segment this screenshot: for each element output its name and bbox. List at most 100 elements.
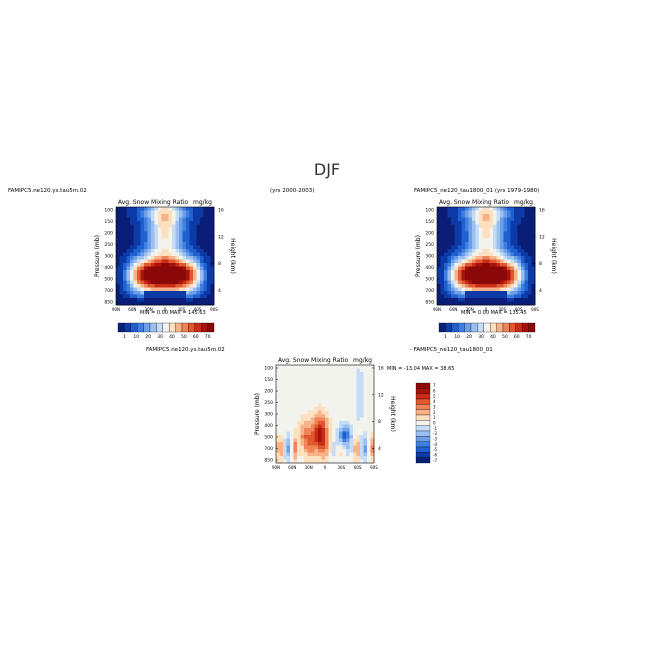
heatmap-cell (458, 287, 462, 292)
heatmap-cell (472, 273, 476, 278)
y-tick-label: 850 (264, 458, 273, 464)
heatmap-cell (158, 238, 162, 243)
heatmap-cell (332, 375, 336, 380)
heatmap-cell (196, 291, 201, 295)
heatmap-cell (307, 421, 312, 425)
heatmap-cell (370, 372, 375, 376)
heatmap-cell (514, 217, 518, 222)
heatmap-cell (486, 224, 490, 229)
heatmap-cell (475, 259, 480, 264)
heatmap-cell (161, 245, 166, 250)
heatmap-cell (482, 273, 487, 278)
heatmap-cell (293, 442, 298, 446)
heatmap-cell (196, 231, 201, 236)
heatmap-cell (151, 242, 155, 246)
heatmap-cell (458, 245, 462, 250)
heatmap-cell (175, 266, 180, 271)
heatmap-cell (332, 403, 336, 408)
heatmap-cell (140, 256, 145, 260)
heatmap-cell (493, 301, 497, 306)
heatmap-cell (349, 365, 354, 369)
colorbar-swatch (415, 452, 431, 458)
heatmap-cell (370, 459, 375, 464)
heatmap-cell (468, 284, 473, 288)
heatmap-cell (293, 456, 298, 460)
heatmap-cell (451, 214, 455, 218)
heatmap-cell (475, 210, 480, 215)
heatmap-cell (451, 242, 455, 246)
heatmap-cell (531, 280, 536, 285)
heatmap-cell (335, 389, 340, 394)
heatmap-cell (172, 284, 176, 288)
heatmap-cell (276, 438, 280, 443)
heatmap-cell (524, 242, 529, 246)
heatmap-cell (503, 284, 508, 288)
heatmap-cell (461, 228, 466, 232)
heatmap-cell (172, 235, 176, 239)
heatmap-cell (349, 431, 354, 436)
heatmap-cell (314, 449, 319, 453)
y-tick-label: 500 (425, 277, 434, 283)
heatmap-cell (325, 372, 329, 376)
heatmap-cell (468, 231, 473, 236)
heatmap-cell (461, 231, 466, 236)
y-tick-label: 150 (104, 219, 113, 225)
heatmap-cell (489, 238, 494, 243)
heatmap-cell (210, 207, 215, 211)
heatmap-cell (367, 389, 371, 394)
heatmap-cell (325, 379, 329, 383)
heatmap-cell (346, 445, 350, 450)
heatmap-cell (482, 266, 487, 271)
heatmap-cell (328, 421, 333, 425)
heatmap-cell (158, 249, 162, 253)
heatmap-cell (370, 379, 375, 383)
heatmap-cell (332, 428, 336, 432)
heatmap-cell (367, 435, 371, 439)
heatmap-cell (328, 449, 333, 453)
colorbar-swatch (415, 409, 431, 416)
heatmap-cell (290, 452, 294, 457)
heatmap-cell (144, 263, 148, 267)
heatmap-cell (283, 442, 287, 446)
heatmap-cell (186, 291, 190, 295)
heatmap-cell (454, 217, 459, 222)
heatmap-cell (447, 221, 452, 225)
heatmap-cell (172, 238, 176, 243)
heatmap-cell (444, 210, 448, 215)
heatmap-cell (286, 375, 291, 380)
heatmap-cell (300, 403, 305, 408)
heatmap-cell (179, 256, 183, 260)
heatmap-cell (500, 287, 504, 292)
heatmap-cell (318, 375, 322, 380)
heatmap-cell (196, 217, 201, 222)
heatmap-cell (130, 245, 134, 250)
heatmap-cell (465, 228, 469, 232)
heatmap-cell (126, 280, 131, 285)
heatmap-cell (496, 259, 501, 264)
heatmap-cell (521, 256, 525, 260)
heatmap-cell (133, 294, 138, 299)
heatmap-cell (489, 277, 494, 281)
heatmap-cell (200, 270, 204, 274)
heatmap-cell (339, 375, 343, 380)
heatmap-cell (528, 228, 532, 232)
heatmap-cell (154, 287, 159, 292)
heatmap-cell (454, 249, 459, 253)
colorbar-swatch (415, 420, 431, 426)
heatmap-cell (514, 238, 518, 243)
heatmap-cell (528, 273, 532, 278)
heatmap-cell (514, 266, 518, 271)
heatmap-cell (126, 249, 131, 253)
heatmap-cell (325, 421, 329, 425)
heatmap-cell (500, 238, 504, 243)
heatmap-cell (367, 368, 371, 373)
heatmap-cell (196, 242, 201, 246)
heatmap-cell (279, 410, 284, 415)
heatmap-cell (503, 214, 508, 218)
heatmap-cell (140, 270, 145, 274)
heatmap-cell (318, 393, 322, 397)
heatmap-cell (321, 417, 326, 422)
heatmap-cell (116, 245, 120, 250)
heatmap-cell (517, 214, 522, 218)
heatmap-cell (144, 259, 148, 264)
